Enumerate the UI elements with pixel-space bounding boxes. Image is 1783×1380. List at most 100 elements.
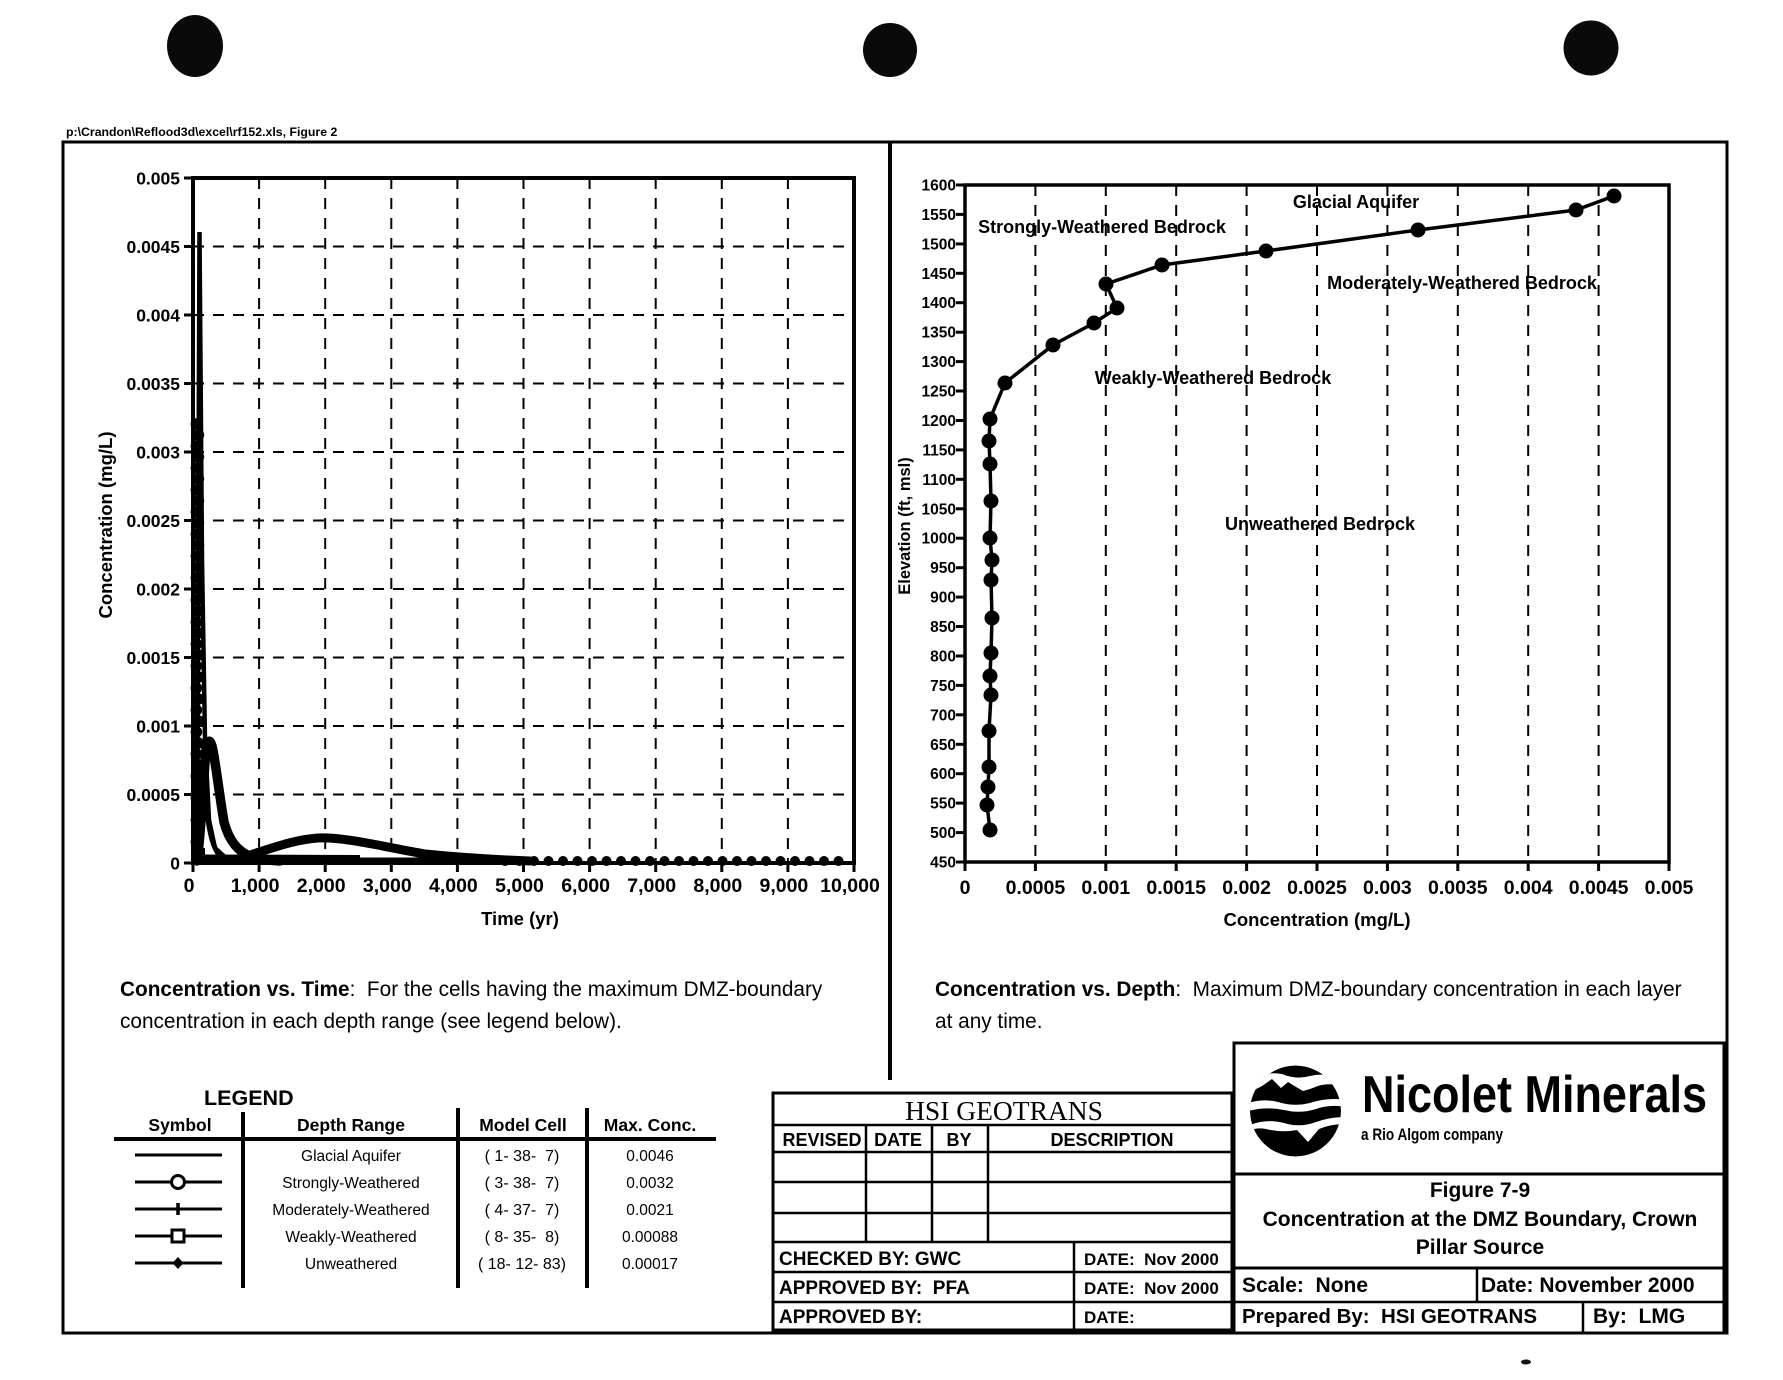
- svg-text:a Rio Algom company: a Rio Algom company: [1361, 1125, 1503, 1144]
- svg-text:0.0025: 0.0025: [1287, 877, 1347, 899]
- svg-text:Strongly-Weathered: Strongly-Weathered: [282, 1175, 420, 1192]
- svg-text:950: 950: [930, 560, 956, 577]
- svg-text:( 8- 35- 8): ( 8- 35- 8): [485, 1229, 560, 1246]
- svg-text:concentration in each depth ra: concentration in each depth range (see l…: [120, 1010, 622, 1033]
- svg-text:Unweathered: Unweathered: [305, 1256, 397, 1273]
- svg-text:LEGEND: LEGEND: [204, 1086, 294, 1110]
- svg-text:DATE: DATE: [874, 1130, 922, 1150]
- svg-text:DESCRIPTION: DESCRIPTION: [1050, 1130, 1173, 1150]
- svg-text:0.0035: 0.0035: [126, 374, 180, 394]
- svg-text:0.004: 0.004: [136, 306, 180, 326]
- svg-text:Prepared By: HSI GEOTRANS: Prepared By: HSI GEOTRANS: [1242, 1305, 1537, 1328]
- svg-text:0.0015: 0.0015: [1146, 877, 1206, 899]
- svg-text:APPROVED BY: PFA: APPROVED BY: PFA: [779, 1278, 970, 1299]
- svg-text:Moderately-Weathered: Moderately-Weathered: [272, 1202, 429, 1219]
- svg-text:0.0005: 0.0005: [126, 785, 180, 805]
- svg-text:Model Cell: Model Cell: [479, 1115, 567, 1135]
- svg-text:5,000: 5,000: [495, 875, 544, 897]
- svg-text:1350: 1350: [922, 325, 956, 342]
- svg-text:( 1- 38- 7): ( 1- 38- 7): [485, 1148, 560, 1165]
- svg-text:1050: 1050: [922, 501, 956, 518]
- svg-text:( 4- 37- 7): ( 4- 37- 7): [485, 1202, 560, 1219]
- svg-text:Weakly-Weathered: Weakly-Weathered: [285, 1229, 416, 1246]
- svg-text:0.002: 0.002: [1222, 877, 1271, 899]
- svg-text:0.001: 0.001: [1081, 877, 1130, 899]
- svg-text:Max. Conc.: Max. Conc.: [604, 1115, 696, 1135]
- svg-text:0: 0: [184, 875, 195, 897]
- svg-text:0.0005: 0.0005: [1006, 877, 1066, 899]
- svg-text:0.0046: 0.0046: [626, 1148, 673, 1165]
- svg-text:APPROVED BY:: APPROVED BY:: [779, 1307, 922, 1328]
- svg-text:Symbol: Symbol: [148, 1115, 211, 1135]
- svg-text:Pillar Source: Pillar Source: [1416, 1236, 1544, 1259]
- svg-text:0: 0: [170, 854, 180, 874]
- svg-text:0.005: 0.005: [136, 169, 180, 189]
- svg-text:1200: 1200: [922, 413, 956, 430]
- svg-text:0.004: 0.004: [1504, 877, 1553, 899]
- svg-text:0.0015: 0.0015: [126, 648, 180, 668]
- svg-text:Depth Range: Depth Range: [297, 1115, 405, 1135]
- svg-text:0.0025: 0.0025: [126, 511, 180, 531]
- svg-text:BY: BY: [946, 1130, 971, 1150]
- svg-text:0.003: 0.003: [136, 443, 180, 463]
- svg-text:0.003: 0.003: [1363, 877, 1412, 899]
- svg-text:HSI GEOTRANS: HSI GEOTRANS: [905, 1095, 1103, 1126]
- svg-text:1150: 1150: [922, 442, 956, 459]
- svg-text:Time (yr): Time (yr): [481, 908, 559, 929]
- svg-text:0.0045: 0.0045: [126, 237, 180, 257]
- svg-text:2,000: 2,000: [297, 875, 346, 897]
- svg-text:Moderately-Weathered Bedrock: Moderately-Weathered Bedrock: [1327, 273, 1598, 293]
- svg-text:850: 850: [930, 619, 956, 636]
- svg-text:0.0045: 0.0045: [1569, 877, 1629, 899]
- svg-text:750: 750: [930, 678, 956, 695]
- svg-text:450: 450: [930, 855, 956, 872]
- svg-text:Concentration (mg/L): Concentration (mg/L): [95, 431, 116, 618]
- svg-text:1,000: 1,000: [231, 875, 280, 897]
- svg-text:0.0032: 0.0032: [626, 1175, 673, 1192]
- svg-text:1250: 1250: [922, 384, 956, 401]
- svg-text:0.002: 0.002: [136, 580, 180, 600]
- svg-text:9,000: 9,000: [759, 875, 808, 897]
- svg-text:1100: 1100: [922, 472, 956, 489]
- svg-text:Concentration vs. Time: For t: Concentration vs. Time: For the cells ha…: [120, 978, 823, 1001]
- svg-text:0.00017: 0.00017: [622, 1256, 678, 1273]
- svg-text:3,000: 3,000: [363, 875, 412, 897]
- svg-text:Elevation (ft, msl): Elevation (ft, msl): [896, 457, 914, 595]
- svg-text:900: 900: [930, 590, 956, 607]
- svg-text:Date: November 2000: Date: November 2000: [1481, 1274, 1695, 1297]
- svg-text:4,000: 4,000: [429, 875, 478, 897]
- svg-text:10,000: 10,000: [820, 875, 880, 897]
- svg-text:REVISED: REVISED: [782, 1130, 861, 1150]
- svg-text:( 3- 38- 7): ( 3- 38- 7): [485, 1175, 560, 1192]
- svg-text:1450: 1450: [922, 266, 956, 283]
- svg-text:650: 650: [930, 737, 956, 754]
- svg-text:8,000: 8,000: [693, 875, 742, 897]
- svg-text:0.0021: 0.0021: [626, 1202, 673, 1219]
- svg-text:Concentration at the DMZ Bound: Concentration at the DMZ Boundary, Crown: [1263, 1208, 1698, 1231]
- svg-text:( 18- 12- 83): ( 18- 12- 83): [478, 1256, 566, 1273]
- svg-text:Figure 7-9: Figure 7-9: [1430, 1179, 1530, 1202]
- svg-text:0.00088: 0.00088: [622, 1229, 678, 1246]
- svg-text:0.001: 0.001: [136, 717, 180, 737]
- svg-text:Glacial Aquifer: Glacial Aquifer: [1293, 192, 1419, 212]
- svg-text:550: 550: [930, 796, 956, 813]
- svg-text:7,000: 7,000: [627, 875, 676, 897]
- svg-text:500: 500: [930, 825, 956, 842]
- svg-text:CHECKED BY: GWC: CHECKED BY: GWC: [779, 1249, 962, 1270]
- svg-text:6,000: 6,000: [561, 875, 610, 897]
- svg-text:By: LMG: By: LMG: [1593, 1305, 1685, 1328]
- svg-text:p:\Crandon\Reflood3d\excel\rf1: p:\Crandon\Reflood3d\excel\rf152.xls, Fi…: [66, 125, 337, 139]
- svg-text:Concentration (mg/L): Concentration (mg/L): [1223, 909, 1410, 930]
- svg-text:0.0035: 0.0035: [1428, 877, 1488, 899]
- svg-text:1300: 1300: [922, 354, 956, 371]
- svg-text:1400: 1400: [922, 295, 956, 312]
- svg-text:DATE: Nov 2000: DATE: Nov 2000: [1084, 1250, 1219, 1269]
- svg-text:1500: 1500: [922, 236, 956, 253]
- svg-text:DATE: Nov 2000: DATE: Nov 2000: [1084, 1279, 1219, 1298]
- svg-text:DATE:: DATE:: [1084, 1308, 1135, 1327]
- svg-text:0: 0: [960, 877, 971, 899]
- svg-text:at any time.: at any time.: [935, 1010, 1043, 1033]
- svg-text:Glacial Aquifer: Glacial Aquifer: [301, 1148, 401, 1165]
- svg-text:700: 700: [930, 707, 956, 724]
- svg-text:Concentration vs. Depth: Maxi: Concentration vs. Depth: Maximum DMZ-bou…: [935, 978, 1682, 1001]
